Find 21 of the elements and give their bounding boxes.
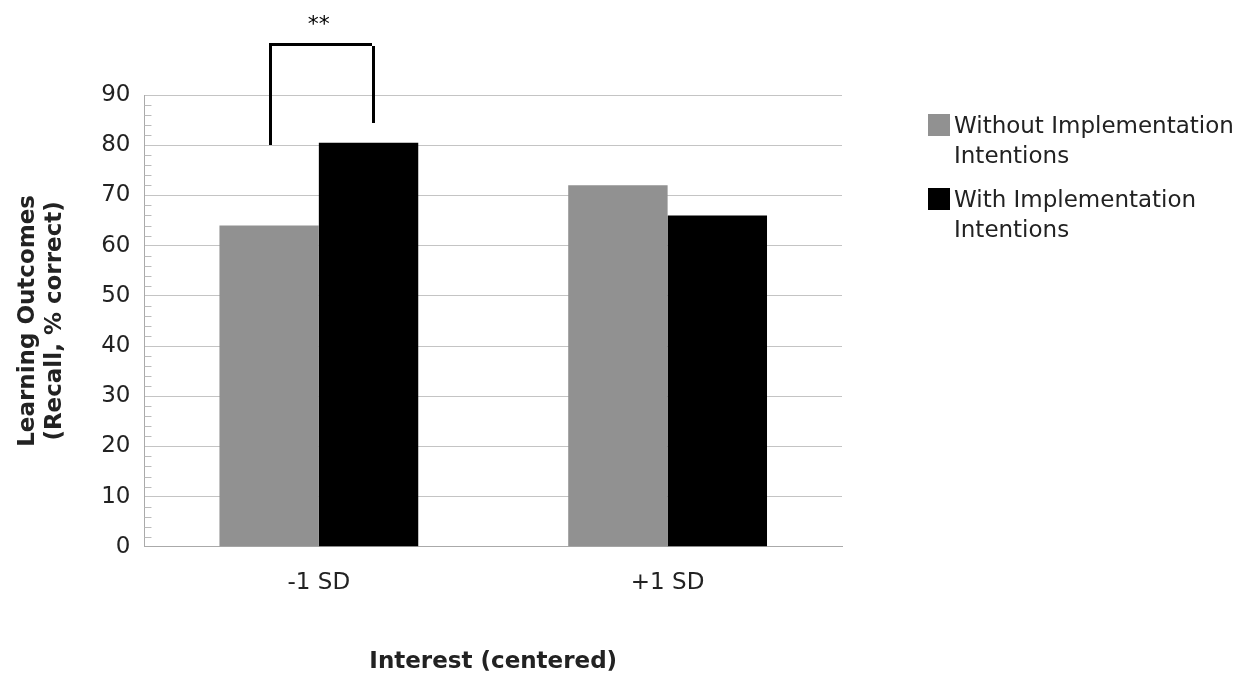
legend-label: Without Implementation Intentions (954, 111, 1235, 170)
bar (318, 142, 419, 547)
y-axis-title: Learning Outcomes (Recall, % correct) (12, 194, 67, 447)
y-tick-label: 10 (101, 481, 131, 508)
y-tick-label: 60 (101, 230, 131, 257)
bar (667, 215, 768, 547)
x-tick-label: +1 SD (630, 567, 705, 594)
y-tick-label: 20 (101, 431, 131, 458)
bar (219, 225, 319, 547)
text: ** (307, 11, 330, 36)
y-tick-label: 40 (101, 330, 131, 357)
legend-label: With Implementation Intentions (954, 185, 1198, 244)
x-tick-label: -1 SD (287, 567, 351, 594)
y-tick-label: 0 (115, 531, 131, 558)
y-tick-label: 30 (101, 381, 131, 408)
y-tick-label: 70 (101, 180, 131, 207)
y-tick-label: 90 (101, 79, 131, 106)
y-tick-label: 50 (101, 280, 131, 307)
y-tick-label: 80 (101, 130, 131, 157)
x-axis-title: Interest (centered) (369, 647, 618, 674)
bar (568, 185, 668, 547)
